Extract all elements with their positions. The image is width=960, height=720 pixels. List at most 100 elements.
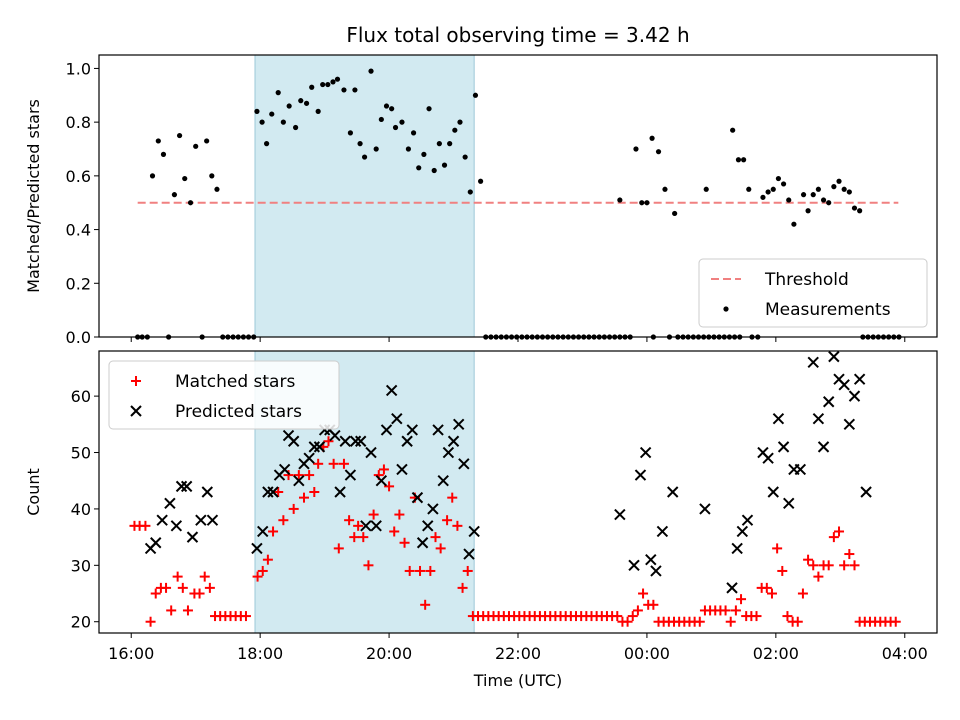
matched-point <box>204 582 215 593</box>
x-tick-label: 22:00 <box>495 644 541 663</box>
matched-point <box>378 464 389 475</box>
measurement-point <box>780 181 787 187</box>
x-stroke <box>206 514 219 526</box>
x-stroke <box>370 520 382 532</box>
predicted-point <box>360 520 372 532</box>
legend-label: Threshold <box>764 270 849 290</box>
predicted-point <box>828 350 840 363</box>
top-panel: 0.0 0.2 0.4 0.6 0.8 1.0 Matched/Predicted star… <box>24 54 938 347</box>
series-predicted-stars <box>144 350 872 594</box>
measurement-point <box>810 192 816 198</box>
matched-point <box>368 509 379 520</box>
predicted-point <box>777 441 790 453</box>
y-axis-label: Count <box>24 468 43 516</box>
measurement-point <box>361 154 368 160</box>
x-stroke <box>634 469 647 481</box>
matched-point <box>384 481 395 492</box>
predicted-point <box>206 514 219 526</box>
measurement-point <box>791 221 797 227</box>
predicted-point <box>344 469 357 481</box>
matched-point <box>172 571 183 582</box>
predicted-point <box>334 486 346 498</box>
matched-point <box>823 560 834 571</box>
x-stroke <box>463 548 475 560</box>
x-stroke <box>195 514 207 526</box>
axes-frame <box>98 54 938 338</box>
matched-point <box>415 565 426 576</box>
matched-point <box>725 616 736 627</box>
matched-point <box>404 565 415 576</box>
predicted-point <box>463 548 475 560</box>
x-stroke <box>656 525 669 538</box>
predicted-point <box>262 486 274 498</box>
x-stroke <box>828 350 840 363</box>
x-stroke <box>667 486 679 498</box>
x-stroke <box>833 373 845 385</box>
x-stroke <box>812 412 825 425</box>
matched-point <box>766 588 777 599</box>
predicted-point <box>639 446 652 459</box>
predicted-point <box>422 520 434 532</box>
predicted-point <box>186 531 199 543</box>
x-stroke <box>838 379 850 391</box>
x-stroke <box>406 424 418 436</box>
matched-point <box>328 458 339 469</box>
measurement-point <box>841 186 847 192</box>
measurement-point <box>741 157 747 163</box>
predicted-point <box>437 475 449 487</box>
legend: Threshold Measurements <box>698 258 928 328</box>
measurement-point <box>846 189 852 195</box>
predicted-point <box>667 486 679 498</box>
predicted-point <box>468 525 480 538</box>
legend: Matched stars Predicted stars <box>108 360 340 430</box>
predicted-point <box>416 537 429 549</box>
measurement-point <box>254 108 260 114</box>
measurement-point <box>405 146 412 152</box>
measurement-point <box>831 184 837 190</box>
x-stroke <box>432 424 444 436</box>
x-stroke <box>251 542 263 555</box>
x-tick-label: 18:00 <box>237 644 283 663</box>
measurement-point <box>472 92 479 98</box>
matched-point <box>736 594 747 605</box>
legend-label: Predicted stars <box>175 402 302 422</box>
matched-point <box>808 560 819 571</box>
measurement-point <box>820 197 827 203</box>
x-stroke <box>267 486 279 498</box>
y-tick-label: 60 <box>71 387 91 406</box>
predicted-point <box>634 469 647 481</box>
matched-point <box>199 571 210 582</box>
matched-point <box>177 582 188 593</box>
measurement-point <box>160 151 167 157</box>
measurement-point <box>703 186 709 192</box>
measurement-point <box>655 149 662 155</box>
predicted-point <box>807 356 819 368</box>
measurement-point <box>410 130 417 136</box>
x-stroke <box>360 520 372 532</box>
measurement-point <box>293 124 299 131</box>
x-stroke <box>375 475 388 487</box>
predicted-point <box>156 514 168 526</box>
predicted-point <box>432 424 444 436</box>
matched-point <box>447 492 458 503</box>
matched-point <box>389 526 400 537</box>
x-stroke <box>278 463 291 476</box>
measurement-point <box>617 197 623 203</box>
x-stroke <box>731 542 743 555</box>
x-stroke <box>442 446 455 459</box>
y-axis-label: Matched/Predicted stars <box>24 99 43 293</box>
x-stroke <box>150 537 162 549</box>
matched-point <box>751 611 762 622</box>
measurement-point <box>426 106 432 112</box>
measurement-point <box>633 146 639 152</box>
measurement-point <box>176 132 183 139</box>
measurement-point <box>805 208 811 214</box>
measurement-point <box>341 87 347 93</box>
measurement-point <box>441 162 448 168</box>
predicted-point <box>848 390 861 402</box>
axes-frame <box>98 350 938 634</box>
x-tick-label: 00:00 <box>624 644 670 663</box>
measurement-point <box>416 165 422 171</box>
matched-point <box>457 582 468 593</box>
predicted-point <box>164 497 176 509</box>
